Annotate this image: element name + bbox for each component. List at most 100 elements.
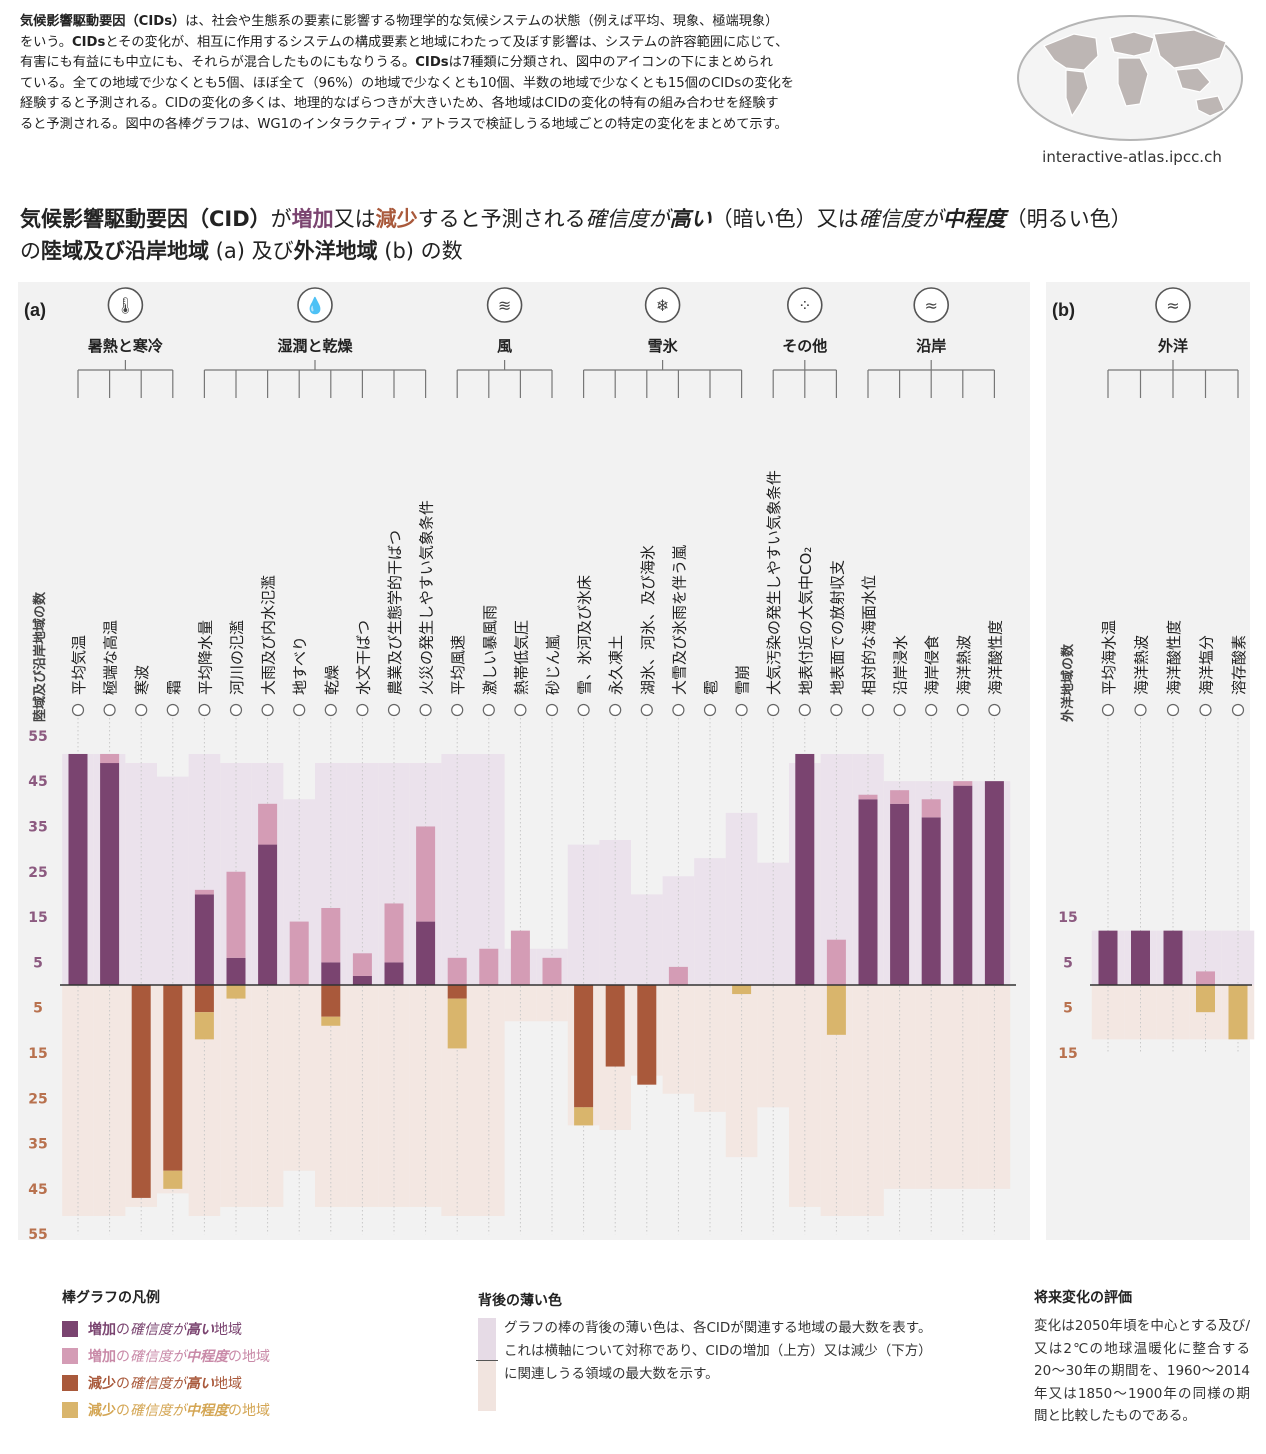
background-max-decrease: [852, 985, 884, 1217]
category-label: 地表面での放射収支: [828, 560, 846, 695]
bar-increase-medium: [890, 790, 910, 804]
bar-increase-high: [321, 962, 341, 985]
legend-item: 増加の確信度が中程度の地域: [62, 1342, 270, 1369]
legend-item: 増加の確信度が高い地域: [62, 1315, 270, 1342]
y-axis-label: 陸域及び沿岸地域の数: [32, 591, 48, 722]
background-note-title: 背後の薄い色: [478, 1293, 562, 1309]
world-map-icon[interactable]: [1014, 8, 1246, 178]
category-marker: [672, 703, 685, 717]
bar-increase-high: [384, 962, 404, 985]
category-label: 雪、氷河及び氷床: [576, 575, 594, 695]
legend-label-part: 中程度: [186, 1348, 228, 1365]
background-max-decrease: [378, 985, 410, 1207]
category-label: 熱帯低気圧: [512, 620, 530, 695]
category-label: 海洋酸性度: [1165, 620, 1183, 695]
category-marker: [735, 703, 748, 717]
y-tick-label-up: 15: [28, 910, 47, 926]
legend-label: 増加の確信度が高い地域: [88, 1319, 242, 1339]
background-max-decrease: [789, 985, 821, 1207]
category-label: 農業及び生態学的干ばつ: [386, 530, 404, 695]
category-marker: [640, 703, 653, 717]
background-max-decrease: [473, 985, 505, 1217]
category-label: 平均降水量: [196, 620, 214, 695]
category-marker: [514, 703, 527, 717]
category-label: 寒波: [133, 665, 151, 695]
category-label: 砂じん嵐: [544, 635, 562, 695]
legend-label-part: 確信度が: [130, 1375, 186, 1392]
category-marker: [925, 703, 938, 717]
legend-label-part: 高い: [186, 1321, 214, 1338]
thermometer-icon: [107, 287, 144, 323]
bar-increase-medium: [542, 957, 562, 985]
category-marker: [103, 703, 116, 717]
legend-label-part: 減少: [88, 1402, 116, 1419]
headline-part: 確信度が: [585, 207, 670, 231]
headline-part: が: [270, 207, 292, 231]
category-marker: [767, 703, 780, 717]
category-label: 大雪及び氷雨を伴う嵐: [670, 545, 688, 695]
category-marker: [798, 703, 811, 717]
bar-increase-medium: [226, 871, 246, 958]
legend-label: 減少の確信度が高い地域: [88, 1373, 242, 1393]
panel-b-background: [1046, 282, 1250, 1240]
category-label: 雪崩: [734, 665, 752, 695]
group-name: 外洋: [1157, 337, 1188, 355]
legend-swatch: [62, 1374, 78, 1391]
legend-label-part: 増加: [88, 1348, 116, 1365]
headline-part: 減少: [375, 207, 418, 231]
intro-text-part: とその変化が、相互に作用するシステムの構成要素と地域にわたって及ぼす影響は、シス…: [20, 34, 789, 71]
legend-label: 減少の確信度が中程度の地域: [88, 1400, 270, 1420]
intro-text-part: は7種類に分類され、図中のアイコンの下にまとめられ ている。全ての地域で少なくと…: [20, 55, 794, 132]
bar-increase-high: [795, 753, 815, 985]
bar-decrease-medium: [194, 1012, 214, 1040]
category-label: 湖氷、河氷、及び海氷: [639, 545, 657, 695]
y-tick-label-down: 15: [28, 1046, 47, 1062]
category-marker: [1166, 703, 1180, 717]
category-label: 海洋塩分: [1198, 635, 1216, 695]
bar-decrease-medium: [1196, 985, 1215, 1013]
group-name: 沿岸: [916, 337, 946, 355]
headline-part: 気候影響駆動要因（CID）: [20, 207, 271, 231]
category-marker: [324, 703, 337, 717]
headline-part: 又は: [333, 207, 376, 231]
ocean-waves-icon-glyph: ≈: [1166, 296, 1179, 315]
water-drop-icon: [297, 287, 333, 323]
legend-label-part: 中程度: [186, 1402, 228, 1419]
y-tick-label-up: 45: [28, 774, 47, 790]
intro-text-part: CIDs: [415, 55, 449, 71]
bar-increase-medium: [953, 781, 973, 786]
category-marker: [1199, 703, 1212, 717]
headline-part: 確信度が: [858, 207, 943, 231]
category-label: 沿岸浸水: [892, 635, 910, 695]
bar-increase-high: [921, 817, 941, 985]
ocean-waves-icon: [1155, 287, 1191, 323]
group-name: 暑熱と寒冷: [88, 337, 163, 355]
category-label: 相対的な海面水位: [860, 575, 878, 695]
category-marker: [198, 703, 211, 717]
y-tick-label-down: 45: [28, 1182, 47, 1198]
background-max-decrease: [220, 985, 252, 1207]
category-marker: [609, 703, 622, 717]
background-max-increase: [1221, 930, 1255, 985]
bar-increase-high: [858, 799, 878, 985]
legend-swatch: [62, 1401, 78, 1418]
bar-increase-high: [416, 921, 436, 985]
category-marker: [1101, 703, 1115, 717]
bar-increase-medium: [826, 939, 846, 985]
intro-paragraph: 気候影響駆動要因（CIDs）は、社会や生態系の要素に影響する物理学的な気候システ…: [20, 12, 1010, 136]
bar-increase-medium: [510, 930, 530, 985]
category-label: 平均海水温: [1100, 620, 1118, 695]
bar-increase-medium: [1196, 971, 1215, 985]
atlas-url-link[interactable]: interactive-atlas.ipcc.ch: [1042, 148, 1222, 166]
category-label: 海洋熱波: [955, 635, 973, 695]
y-tick-label-down: 5: [33, 1001, 43, 1017]
category-marker: [293, 703, 306, 717]
particles-icon-glyph: ⁘: [798, 296, 811, 315]
group-name: 雪氷: [648, 337, 679, 355]
bar-increase-high: [984, 781, 1004, 985]
bar-legend-title: 棒グラフの凡例: [62, 1290, 160, 1306]
legend-label-part: 地域: [214, 1321, 242, 1338]
headline-part: (b) の数: [377, 239, 463, 263]
bar-increase-medium: [858, 794, 878, 800]
y-tick-label-down: 25: [28, 1091, 47, 1107]
